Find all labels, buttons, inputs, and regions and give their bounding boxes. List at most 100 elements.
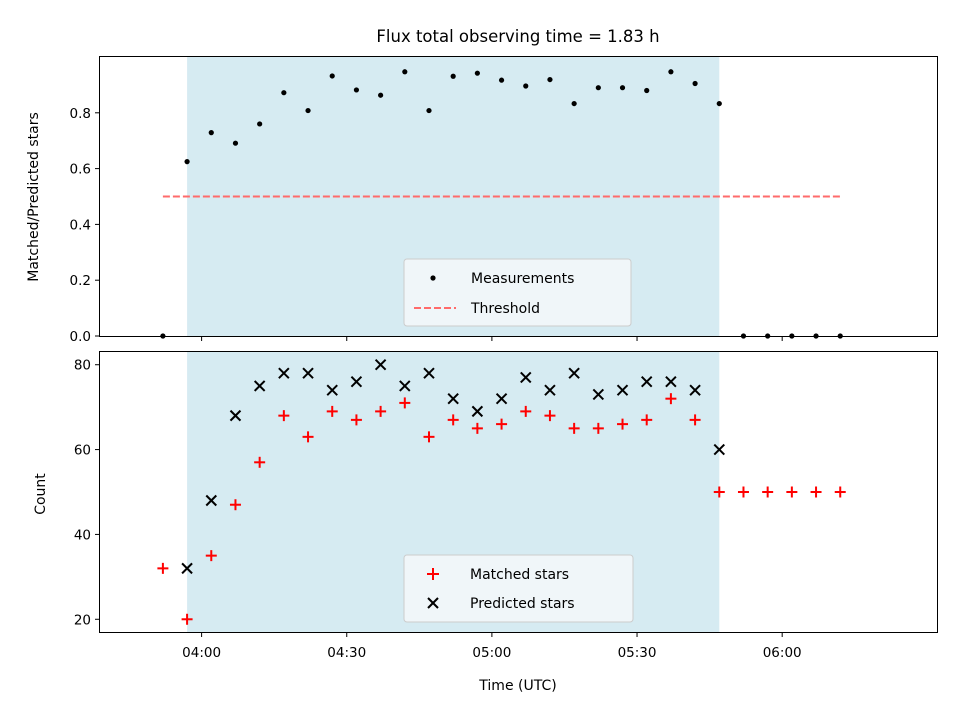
top-y-tick-label: 0.2	[70, 273, 91, 289]
measurement-point	[426, 107, 432, 114]
predicted-star-point	[689, 384, 701, 396]
bottom-y-tick-label: 60	[74, 443, 91, 459]
predicted-star-point	[423, 367, 435, 379]
top-legend: Measurements Threshold	[403, 258, 632, 327]
predicted-star-point	[641, 375, 653, 388]
measurement-point	[329, 73, 335, 79]
predicted-star-point	[374, 359, 387, 371]
predicted-star-point-b	[713, 443, 725, 456]
matched-star-point	[568, 422, 580, 434]
predicted-star-point	[665, 375, 677, 388]
measurement-point	[232, 140, 239, 146]
bottom-plot-frame	[99, 351, 938, 633]
matched-star-point	[350, 414, 362, 426]
legend-measurements-marker	[430, 275, 436, 281]
matched-star-point	[157, 562, 169, 574]
predicted-star-point	[592, 388, 605, 401]
legend-matched-label: Matched stars	[470, 567, 569, 583]
top-y-tick-label: 0.8	[70, 106, 91, 122]
legend-predicted-marker	[427, 597, 439, 609]
matched-star-point	[399, 397, 411, 409]
predicted-star-point-b	[229, 409, 242, 422]
measurement-point	[208, 130, 214, 136]
predicted-star-point-b	[471, 405, 484, 418]
matched-star-point	[762, 486, 774, 498]
measurement-point	[281, 90, 287, 96]
predicted-star-point	[520, 371, 532, 384]
measurement-point	[474, 70, 480, 76]
matched-star-point	[254, 456, 266, 468]
matched-star-point	[689, 414, 701, 426]
predicted-star-point	[229, 409, 242, 422]
predicted-star-point-b	[592, 388, 605, 401]
predicted-star-point-b	[616, 384, 629, 396]
top-y-tick-label: 0.0	[70, 329, 91, 345]
measurement-point	[498, 77, 505, 83]
predicted-star-point-b	[374, 359, 387, 371]
predicted-star-point-b	[665, 375, 677, 388]
predicted-star-point	[253, 380, 266, 392]
predicted-star-point-b	[520, 371, 532, 384]
predicted-star-point-b	[350, 375, 363, 388]
measurement-point	[619, 85, 626, 91]
measurement-point	[184, 159, 190, 165]
predicted-star-point	[568, 367, 580, 379]
matched-star-point	[375, 405, 387, 417]
measurement-point	[305, 107, 311, 114]
measurement-point	[595, 85, 601, 91]
predicted-star-point	[471, 405, 484, 418]
measurement-point	[692, 80, 698, 87]
x-tick-label: 05:30	[618, 645, 657, 661]
measurement-point	[644, 87, 650, 94]
matched-star-point	[471, 422, 483, 434]
measurement-point	[716, 100, 722, 107]
matched-star-point	[326, 405, 338, 417]
matched-star-point	[617, 418, 629, 430]
top-panel: 0.00.20.40.60.8 Matched/Predicted stars …	[26, 56, 938, 345]
matched-star-point	[713, 486, 725, 498]
predicted-star-point-b	[399, 380, 411, 392]
predicted-star-point-b	[278, 367, 290, 379]
predicted-star-point	[350, 375, 363, 388]
top-y-tick-label: 0.4	[70, 217, 91, 233]
legend-threshold-label: Threshold	[470, 301, 540, 317]
bottom-legend: Matched stars Predicted stars	[403, 554, 634, 623]
predicted-star-point	[278, 367, 290, 379]
matched-star-point	[544, 410, 556, 422]
matched-star-point	[786, 486, 798, 498]
measurement-point	[353, 87, 360, 93]
top-plot-frame	[99, 56, 938, 337]
bottom-y-tick-label: 80	[74, 358, 91, 374]
bottom-y-tick-label: 40	[74, 527, 91, 543]
measurement-point	[547, 76, 553, 83]
predicted-star-point-b	[568, 367, 580, 379]
matched-star-point	[181, 613, 193, 625]
matched-star-point	[278, 410, 290, 422]
predicted-star-point-b	[181, 562, 193, 575]
top-legend-box	[403, 258, 632, 327]
measurement-point	[523, 83, 529, 89]
matched-star-point	[423, 431, 435, 443]
predicted-star-point-b	[495, 392, 508, 405]
predicted-star-point-b	[423, 367, 435, 379]
matched-star-point	[810, 486, 822, 498]
top-y-axis-label: Matched/Predicted stars	[26, 112, 42, 282]
predicted-star-point	[713, 443, 725, 456]
predicted-star-point-b	[544, 384, 556, 396]
measurement-point	[402, 69, 408, 75]
predicted-star-point-b	[205, 494, 217, 507]
matched-star-point	[592, 422, 604, 434]
matched-star-point	[834, 486, 846, 498]
measurement-point	[668, 69, 674, 75]
predicted-star-point-b	[253, 380, 266, 392]
top-y-tick-label: 0.6	[70, 162, 91, 178]
predicted-star-point	[302, 367, 314, 379]
bottom-y-axis-label: Count	[33, 473, 49, 515]
predicted-star-point	[326, 384, 338, 396]
predicted-star-point	[616, 384, 629, 396]
predicted-star-point	[399, 380, 411, 392]
measurement-point	[571, 100, 577, 107]
x-tick-label: 06:00	[763, 645, 802, 661]
